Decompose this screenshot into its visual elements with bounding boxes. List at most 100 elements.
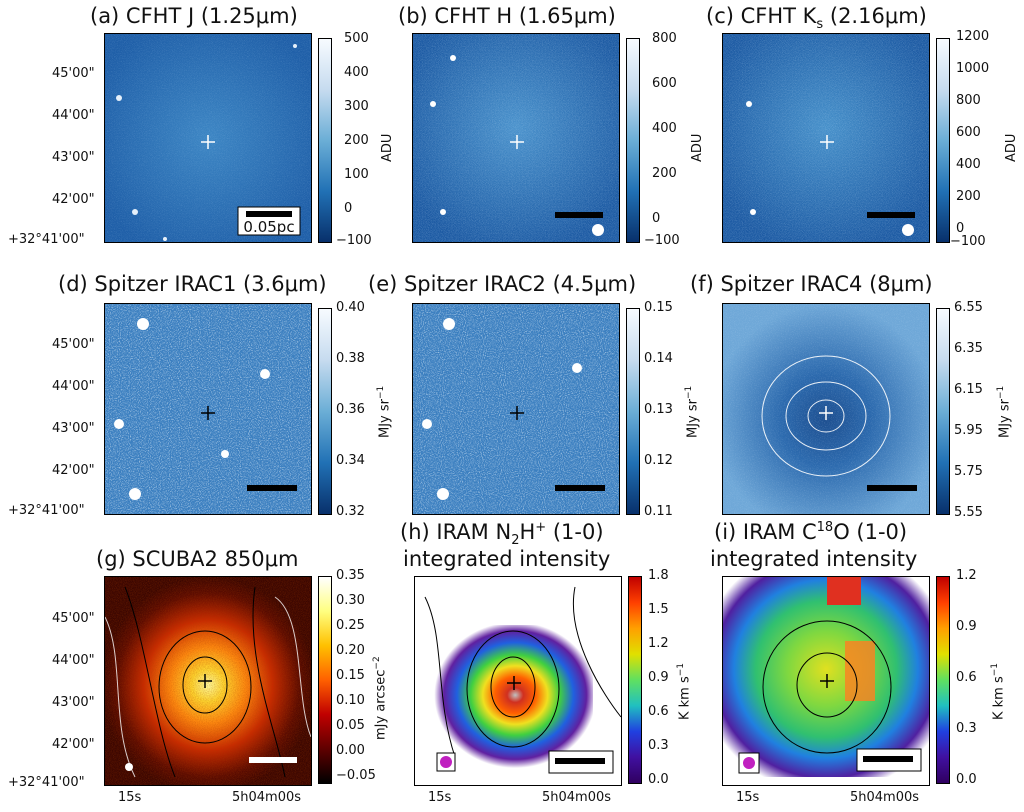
colorbar-d-tick: 0.38 — [336, 351, 365, 366]
colorbar-g-tick: 0.20 — [336, 643, 365, 658]
xtick-h: 5h04m00s — [542, 790, 612, 805]
colorbar-a — [318, 38, 332, 243]
ytick-row1: 42'00" — [52, 192, 95, 207]
panel-c-title-sub: s — [816, 17, 824, 33]
map-i — [722, 576, 930, 786]
colorbar-b-label: ADU — [690, 133, 705, 162]
map-g-scalebar — [249, 757, 297, 763]
colorbar-h-label-sup: −1 — [676, 662, 686, 677]
colorbar-b-tick: 800 — [652, 31, 677, 46]
colorbar-e-tick: 0.11 — [644, 504, 673, 519]
map-h-scalebar — [555, 758, 605, 764]
colorbar-b-tick: −100 — [644, 233, 680, 248]
colorbar-d — [318, 308, 332, 515]
colorbar-d-label: MJy sr−1 — [376, 386, 392, 438]
map-g-image — [105, 577, 311, 785]
panel-h-title-sub: 2 — [511, 533, 520, 549]
ytick-row2: 44'00" — [52, 379, 95, 394]
map-i-center-cross — [820, 674, 834, 688]
colorbar-e-label-sup: −1 — [684, 385, 694, 399]
colorbar-g-tick: 0.00 — [336, 743, 365, 758]
colorbar-b-tick: 400 — [652, 121, 677, 136]
colorbar-a-tick: −100 — [336, 233, 372, 248]
map-c-center-cross — [820, 135, 834, 149]
colorbar-d-tick: 0.36 — [336, 402, 365, 417]
colorbar-b-tick: 600 — [652, 76, 677, 91]
map-a-center-cross — [201, 135, 215, 149]
colorbar-i-tick: 0.0 — [956, 772, 977, 787]
xtick-g: 5h04m00s — [232, 790, 302, 805]
map-c-image — [723, 34, 929, 242]
colorbar-e-tick: 0.13 — [644, 402, 673, 417]
xtick-i: 5h04m00s — [850, 790, 920, 805]
colorbar-c-tick: 400 — [956, 157, 981, 172]
colorbar-i — [936, 576, 950, 784]
colorbar-f — [936, 308, 950, 515]
map-b — [412, 33, 620, 243]
colorbar-b-tick: 200 — [652, 166, 677, 181]
colorbar-c-tick: 600 — [956, 125, 981, 140]
panel-d-title: (d) Spitzer IRAC1 (3.6μm) — [58, 272, 327, 296]
map-b-image — [413, 34, 619, 242]
map-f-scalebar — [867, 485, 917, 491]
panel-g-title: (g) SCUBA2 850μm — [96, 547, 299, 571]
colorbar-d-label-text: MJy sr — [377, 399, 393, 438]
panel-c-title: (c) CFHT Ks (2.16μm) — [706, 4, 927, 32]
colorbar-c-tick: 800 — [956, 93, 981, 108]
colorbar-i-label-text: K km s — [991, 676, 1007, 720]
panel-h-title-main: (h) IRAM N — [400, 520, 512, 544]
map-f — [722, 303, 930, 515]
xtick-g: 15s — [118, 790, 142, 805]
panel-b-title: (b) CFHT H (1.65μm) — [398, 4, 616, 28]
colorbar-h-label: K km s−1 — [676, 663, 692, 720]
colorbar-c-tick: −100 — [950, 234, 986, 249]
colorbar-g-tick: 0.25 — [336, 618, 365, 633]
map-b-scalebar — [555, 212, 603, 218]
ytick-row2: 45'00" — [52, 337, 95, 352]
map-g-center-cross — [198, 674, 212, 688]
panel-i-title-sup: 18 — [816, 520, 834, 535]
colorbar-h-tick: 1.2 — [648, 636, 669, 651]
colorbar-i-label-sup: −1 — [990, 662, 1000, 677]
colorbar-h-tick: 1.5 — [648, 602, 669, 617]
colorbar-a-label: ADU — [380, 133, 395, 162]
panel-h-title-tail: (1-0) — [546, 520, 604, 544]
colorbar-g-tick: 0.15 — [336, 668, 365, 683]
ytick-row1: 44'00" — [52, 108, 95, 123]
colorbar-c-tick: 200 — [956, 189, 981, 204]
map-f-image — [723, 304, 929, 514]
map-h-side-label-sup: −2 — [372, 656, 382, 670]
panel-c-title-tail: (2.16μm) — [823, 4, 927, 28]
colorbar-c-label: ADU — [1004, 133, 1019, 162]
colorbar-f-tick: 5.75 — [954, 464, 983, 479]
ytick-row2: 42'00" — [52, 463, 95, 478]
map-i-scalebar — [863, 756, 913, 762]
colorbar-f-label-text: MJy sr — [997, 399, 1013, 438]
ytick-row2: 43'00" — [52, 421, 95, 436]
panel-f-title: (f) Spitzer IRAC4 (8μm) — [690, 272, 933, 296]
colorbar-e-tick: 0.14 — [644, 351, 673, 366]
colorbar-g-tick: 0.05 — [336, 718, 365, 733]
panel-e-title: (e) Spitzer IRAC2 (4.5μm) — [368, 272, 637, 296]
map-h-image — [424, 586, 621, 774]
map-h-side-label: mJy arcsec−2 — [372, 656, 388, 740]
map-h-center-cross — [507, 676, 521, 690]
ytick-row3: +32°41'00" — [8, 775, 85, 790]
colorbar-e-tick: 0.12 — [644, 453, 673, 468]
map-h-contours — [424, 586, 621, 758]
colorbar-f-tick: 6.15 — [954, 382, 983, 397]
colorbar-h-tick: 1.8 — [648, 568, 669, 583]
map-a-scalebar-label: 0.05pc — [243, 218, 295, 236]
colorbar-h — [628, 576, 642, 784]
colorbar-d-label-sup: −1 — [376, 385, 386, 399]
panel-i-title-line1: (i) IRAM C18O (1-0) — [714, 520, 907, 544]
map-d-center-cross — [201, 406, 215, 420]
colorbar-e-label: MJy sr−1 — [684, 386, 700, 438]
ytick-row2: +32°41'00" — [8, 503, 85, 518]
map-a: 0.05pc — [104, 33, 312, 243]
colorbar-b-tick: 0 — [652, 211, 661, 226]
panel-h-title-mid: H — [519, 520, 536, 544]
colorbar-h-tick: 0.0 — [648, 772, 669, 787]
colorbar-a-tick: 500 — [344, 31, 369, 46]
colorbar-g-tick: 0.10 — [336, 693, 365, 708]
